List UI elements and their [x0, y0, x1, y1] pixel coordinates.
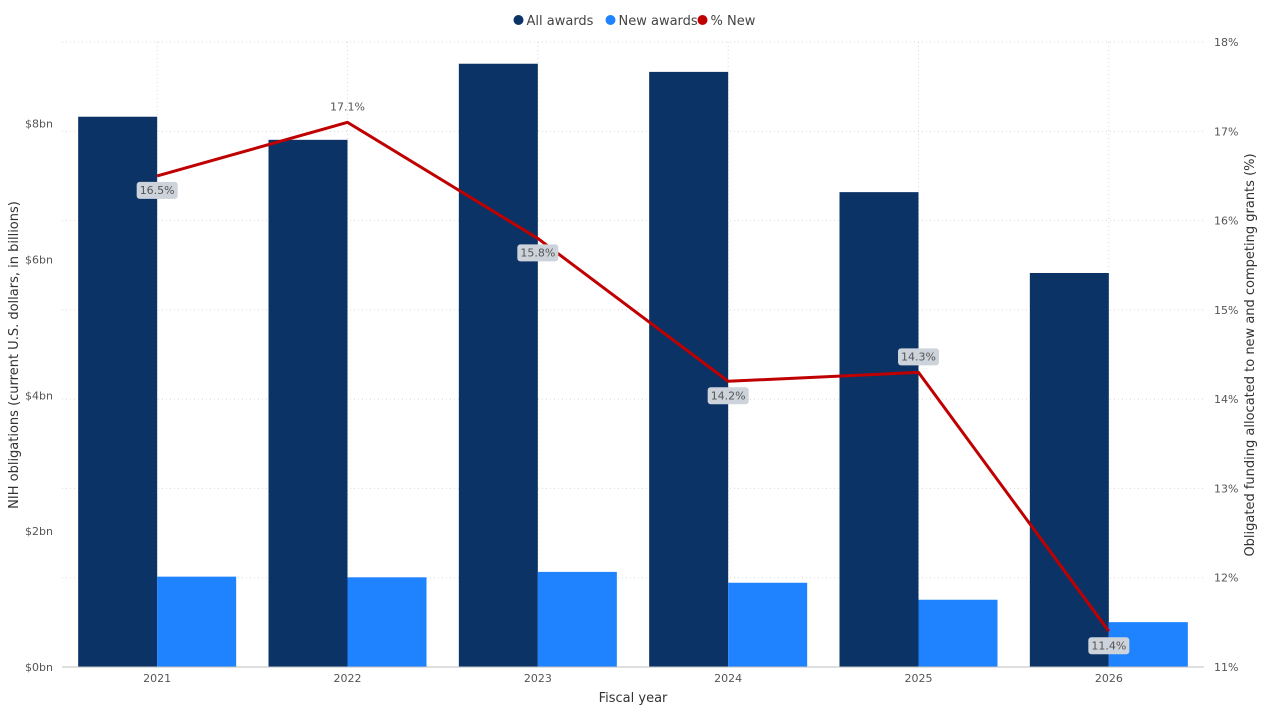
- bar-new-awards[interactable]: [537, 571, 617, 667]
- bar-all-awards[interactable]: [649, 71, 729, 668]
- y2-tick-label: 11%: [1214, 661, 1238, 674]
- legend-label: % New: [711, 14, 756, 29]
- bar-new-awards[interactable]: [347, 577, 427, 667]
- y2-tick-label: 18%: [1214, 36, 1238, 49]
- y-tick-label: $4bn: [25, 389, 53, 402]
- y-tick-label: $2bn: [25, 525, 53, 538]
- y-tick-label: $0bn: [25, 661, 53, 674]
- legend[interactable]: All awards New awards % New: [513, 14, 756, 29]
- data-label-percent: 16.5%: [140, 184, 175, 197]
- legend-marker: [697, 15, 708, 25]
- x-tick-label: 2021: [143, 672, 171, 685]
- y2-tick-label: 15%: [1214, 304, 1238, 317]
- data-label-bg: [136, 181, 178, 199]
- legend-item[interactable]: All awards: [513, 14, 594, 29]
- bar-all-awards[interactable]: [78, 116, 158, 667]
- y2-axis-title: Obligated funding allocated to new and c…: [1243, 153, 1258, 556]
- data-label-percent: 15.8%: [520, 246, 555, 259]
- data-label-bg: [517, 244, 559, 262]
- data-labels: 16.5% 17.1% 15.8% 14.2% 14.3% 11.4%: [136, 100, 1130, 655]
- line-percent-new[interactable]: [156, 120, 1111, 633]
- data-label-bg: [707, 387, 749, 405]
- x-tick-label: 2025: [905, 672, 933, 685]
- y2-tick-label: 12%: [1214, 572, 1238, 585]
- bar-new-awards[interactable]: [918, 599, 998, 667]
- y-axis-title: NIH obligations (current U.S. dollars, i…: [7, 201, 22, 509]
- legend-label: New awards: [619, 14, 698, 29]
- y2-tick-label: 13%: [1214, 482, 1238, 495]
- y-tick-label: $6bn: [25, 253, 53, 266]
- legend-marker: [605, 15, 616, 25]
- bar-all-awards[interactable]: [458, 63, 538, 667]
- y2-tick-label: 17%: [1214, 125, 1238, 138]
- bar-new-awards[interactable]: [157, 576, 237, 667]
- bar-new-awards[interactable]: [728, 582, 808, 667]
- x-tick-label: 2026: [1095, 672, 1123, 685]
- legend-item[interactable]: New awards: [605, 14, 698, 29]
- legend-label: All awards: [527, 14, 594, 29]
- data-label-percent: 14.2%: [711, 389, 746, 402]
- bar-all-awards[interactable]: [839, 192, 919, 667]
- y2-tick-label: 16%: [1214, 215, 1238, 228]
- axes: 11% 12% 13% 14% 15% 16% 17% 18% $0bn $2bn $4bn $6bn…: [25, 36, 1238, 685]
- data-label-bg: [1088, 637, 1130, 655]
- y-tick-label: $8bn: [25, 118, 53, 131]
- data-label-percent: 11.4%: [1091, 639, 1126, 652]
- data-label-percent: 14.3%: [901, 350, 936, 363]
- x-axis-title: Fiscal year: [599, 691, 668, 706]
- bar-all-awards[interactable]: [268, 139, 348, 668]
- data-label-bg: [898, 348, 939, 366]
- bars: [78, 63, 1188, 668]
- x-tick-label: 2024: [714, 672, 742, 685]
- bar-all-awards[interactable]: [1029, 272, 1109, 667]
- x-tick-label: 2023: [524, 672, 552, 685]
- legend-marker: [513, 15, 524, 25]
- data-label-percent: 17.1%: [330, 100, 365, 113]
- percent-new-line: [156, 120, 1111, 633]
- y2-tick-label: 14%: [1214, 393, 1238, 406]
- x-tick-label: 2022: [334, 672, 362, 685]
- legend-item[interactable]: % New: [697, 14, 756, 29]
